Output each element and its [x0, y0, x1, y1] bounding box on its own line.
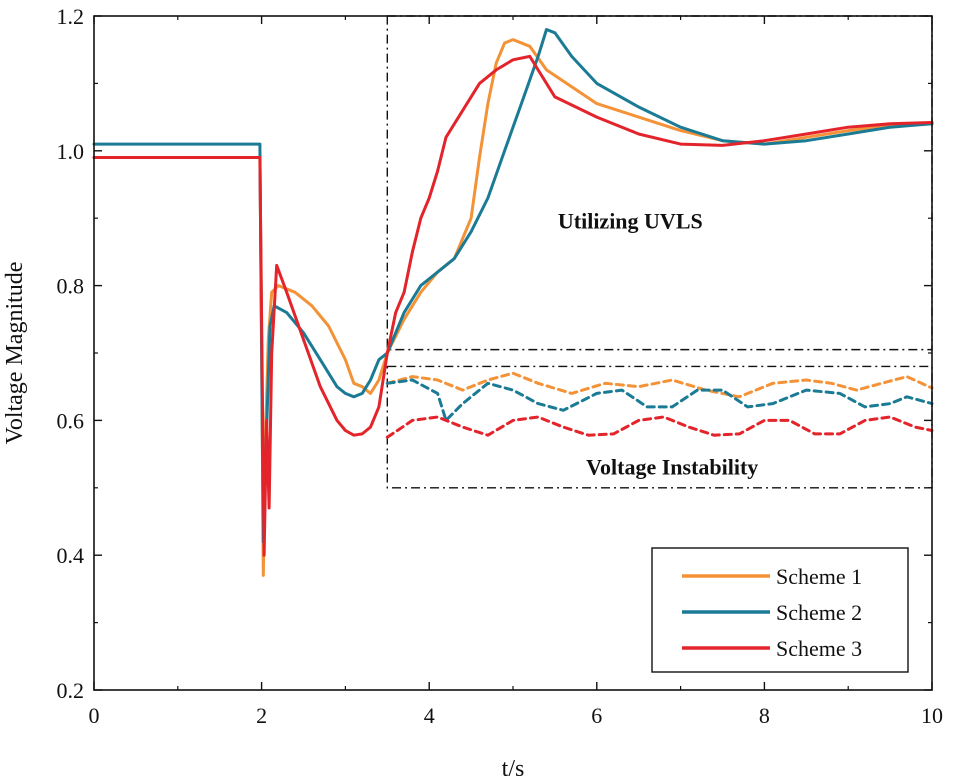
legend: Scheme 1 Scheme 2 Scheme 3: [651, 547, 909, 673]
series-line-scheme-3: [92, 54, 934, 557]
x-tick-label-2: 4: [424, 703, 435, 728]
axes-layer: 0 2 4 6 8 10 0.2 0.4 0.6 0.8 1.0 1.2: [57, 4, 944, 728]
y-tick-label-0: 0.2: [57, 678, 85, 703]
instability-box: [386, 365, 933, 489]
y-axis-title: Voltage Magnitude: [2, 262, 28, 445]
series-line-scheme-1-instability: [385, 371, 934, 399]
series-line-scheme-3-instability: [385, 415, 934, 439]
x-axis-title: t/s: [502, 756, 525, 782]
y-tick-label-1: 0.4: [57, 543, 85, 568]
data-layer: [92, 28, 934, 577]
series-line-scheme-1: [92, 38, 934, 577]
y-tick-label-2: 0.6: [57, 408, 85, 433]
series-line-scheme-2-instability: [385, 378, 934, 422]
series-line-scheme-2: [92, 28, 934, 544]
legend-label-scheme-3: Scheme 3: [776, 636, 862, 661]
annotation-utilizing-uvls: Utilizing UVLS: [558, 208, 703, 233]
x-tick-label-1: 2: [256, 703, 267, 728]
y-tick-label-5: 1.2: [57, 4, 85, 29]
legend-box: [651, 547, 909, 673]
y-tick-label-4: 1.0: [57, 139, 85, 164]
x-tick-label-3: 6: [591, 703, 602, 728]
legend-label-scheme-1: Scheme 1: [776, 564, 862, 589]
legend-label-scheme-2: Scheme 2: [776, 600, 862, 625]
y-tick-label-3: 0.8: [57, 274, 85, 299]
x-tick-label-0: 0: [89, 703, 100, 728]
annotation-voltage-instability: Voltage Instability: [586, 454, 758, 479]
x-tick-label-4: 8: [759, 703, 770, 728]
x-tick-label-5: 10: [921, 703, 943, 728]
